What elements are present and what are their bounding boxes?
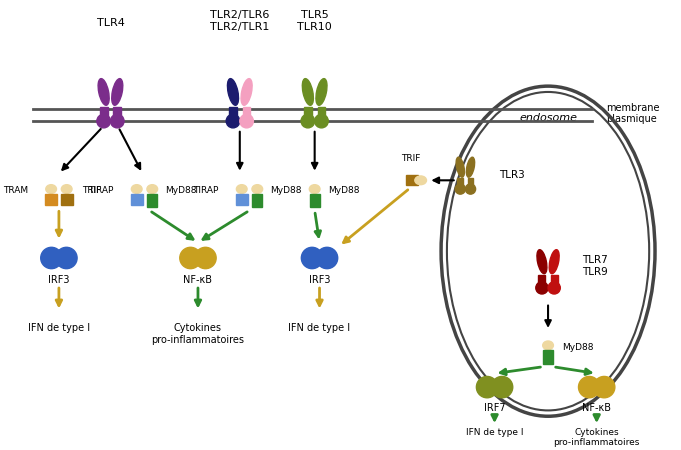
- Circle shape: [316, 248, 338, 269]
- Circle shape: [302, 248, 323, 269]
- Text: NF-κB: NF-κB: [183, 275, 212, 285]
- Bar: [131, 194, 142, 205]
- Ellipse shape: [316, 79, 327, 105]
- Circle shape: [477, 377, 498, 398]
- Bar: [310, 194, 319, 207]
- Ellipse shape: [456, 157, 464, 177]
- Bar: [543, 350, 553, 364]
- Bar: [147, 194, 157, 207]
- Text: membrane
plasmique: membrane plasmique: [606, 103, 660, 124]
- Ellipse shape: [537, 250, 547, 274]
- Ellipse shape: [241, 79, 252, 105]
- Text: IRF7: IRF7: [484, 403, 505, 413]
- Bar: [229, 107, 237, 116]
- Text: TLR7
TLR9: TLR7 TLR9: [582, 255, 608, 277]
- Circle shape: [97, 114, 110, 128]
- Ellipse shape: [46, 184, 57, 194]
- Text: TLR4: TLR4: [97, 18, 125, 28]
- Ellipse shape: [543, 341, 554, 350]
- Ellipse shape: [147, 184, 157, 194]
- Bar: [46, 194, 57, 205]
- Bar: [458, 178, 463, 185]
- Bar: [539, 275, 545, 284]
- Text: IFN de type I: IFN de type I: [289, 323, 351, 333]
- Circle shape: [492, 377, 513, 398]
- Bar: [99, 107, 108, 116]
- Bar: [253, 194, 262, 207]
- Circle shape: [226, 114, 240, 128]
- Text: MyD88: MyD88: [165, 186, 196, 195]
- Ellipse shape: [236, 184, 247, 194]
- Text: MyD88: MyD88: [562, 343, 593, 352]
- Circle shape: [536, 282, 548, 294]
- Bar: [406, 176, 417, 185]
- Circle shape: [41, 248, 62, 269]
- Ellipse shape: [415, 176, 426, 184]
- Bar: [468, 178, 473, 185]
- Text: TIRAP: TIRAP: [193, 186, 219, 195]
- Bar: [242, 107, 251, 116]
- Text: TRAM: TRAM: [3, 186, 28, 195]
- Circle shape: [110, 114, 124, 128]
- Circle shape: [455, 184, 465, 194]
- Text: Cytokines
pro-inflammatoires: Cytokines pro-inflammatoires: [554, 428, 640, 447]
- Circle shape: [240, 114, 253, 128]
- Text: TRIF: TRIF: [82, 186, 101, 195]
- Text: TRIF: TRIF: [401, 154, 421, 163]
- Text: IRF3: IRF3: [48, 275, 69, 285]
- Circle shape: [315, 114, 328, 128]
- Ellipse shape: [112, 79, 123, 105]
- Circle shape: [465, 184, 475, 194]
- Ellipse shape: [131, 184, 142, 194]
- Text: IFN de type I: IFN de type I: [466, 428, 523, 437]
- Text: MyD88: MyD88: [270, 186, 302, 195]
- Ellipse shape: [227, 79, 238, 105]
- Circle shape: [180, 248, 201, 269]
- Ellipse shape: [309, 184, 320, 194]
- Circle shape: [548, 282, 560, 294]
- Text: Cytokines
pro-inflammatoires: Cytokines pro-inflammatoires: [151, 323, 244, 345]
- Bar: [113, 107, 121, 116]
- Ellipse shape: [98, 79, 109, 105]
- Text: MyD88: MyD88: [328, 186, 360, 195]
- Bar: [61, 194, 72, 205]
- Text: endosome: endosome: [519, 113, 577, 123]
- Bar: [236, 194, 248, 205]
- Circle shape: [578, 377, 600, 398]
- Text: TLR2/TLR6
TLR2/TLR1: TLR2/TLR6 TLR2/TLR1: [210, 10, 270, 32]
- Circle shape: [56, 248, 77, 269]
- Text: NF-κB: NF-κB: [582, 403, 611, 413]
- Bar: [317, 107, 326, 116]
- Circle shape: [593, 377, 615, 398]
- Ellipse shape: [466, 157, 475, 177]
- Ellipse shape: [302, 79, 313, 105]
- Circle shape: [195, 248, 216, 269]
- Bar: [304, 107, 312, 116]
- Bar: [551, 275, 558, 284]
- Text: IFN de type I: IFN de type I: [28, 323, 90, 333]
- Ellipse shape: [61, 184, 72, 194]
- Ellipse shape: [252, 184, 263, 194]
- Text: TLR3: TLR3: [499, 171, 525, 180]
- Text: TLR5
TLR10: TLR5 TLR10: [298, 10, 332, 32]
- Ellipse shape: [549, 250, 559, 274]
- Text: IRF3: IRF3: [308, 275, 330, 285]
- Circle shape: [301, 114, 315, 128]
- Text: TIRAP: TIRAP: [88, 186, 113, 195]
